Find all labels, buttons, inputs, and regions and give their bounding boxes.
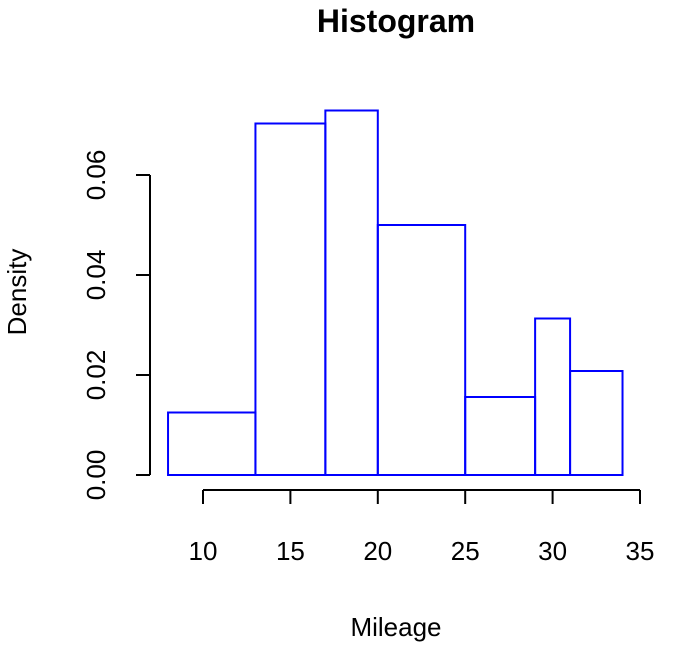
y-tick-label: 0.04 [81, 250, 111, 301]
bars-group [167, 109, 624, 476]
histogram-bar [534, 317, 572, 476]
y-axis-label: Density [2, 249, 32, 336]
histogram-bar [464, 396, 537, 476]
x-axis-label: Mileage [350, 612, 441, 642]
x-tick-label: 25 [451, 536, 480, 566]
x-axis: 10 15 20 25 30 35 [189, 489, 655, 566]
x-tick-label: 15 [276, 536, 305, 566]
y-tick-label: 0.02 [81, 350, 111, 401]
x-tick-label: 20 [363, 536, 392, 566]
histogram-bar [167, 411, 257, 476]
y-tick-label: 0.00 [81, 450, 111, 501]
chart-title: Histogram [317, 3, 475, 39]
x-tick-label: 10 [189, 536, 218, 566]
y-axis: 0.00 0.02 0.04 0.06 [81, 150, 151, 501]
x-tick-label: 30 [538, 536, 567, 566]
histogram-bar [324, 109, 379, 476]
y-tick-label: 0.06 [81, 150, 111, 201]
x-tick-label: 35 [626, 536, 655, 566]
histogram-bar [376, 224, 467, 476]
histogram-bar [569, 370, 624, 476]
histogram-bar [254, 122, 327, 476]
